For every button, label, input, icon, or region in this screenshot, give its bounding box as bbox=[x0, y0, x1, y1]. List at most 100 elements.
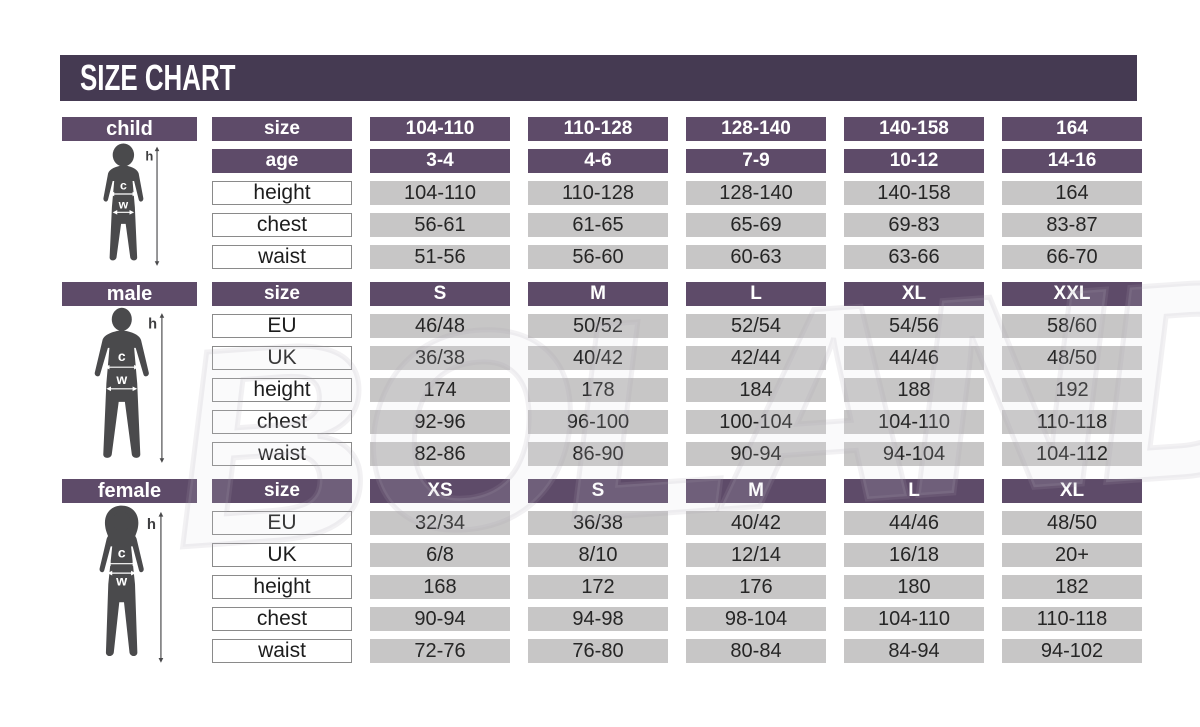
cell-male-size-1: M bbox=[528, 282, 668, 306]
cell-male-height-0: 174 bbox=[370, 378, 510, 402]
cell-child-chest-0: 56-61 bbox=[370, 213, 510, 237]
cell-female-height-1: 172 bbox=[528, 575, 668, 599]
cell-male-chest-4: 110-118 bbox=[1002, 410, 1142, 434]
cell-male-UK-0: 36/38 bbox=[370, 346, 510, 370]
cell-male-size-3: XL bbox=[844, 282, 984, 306]
row-label-child-height: height bbox=[212, 181, 352, 205]
cell-female-UK-0: 6/8 bbox=[370, 543, 510, 567]
row-label-male-EU: EU bbox=[212, 314, 352, 338]
male-waist-label: w bbox=[115, 371, 127, 387]
row-label-male-chest: chest bbox=[212, 410, 352, 434]
cell-male-EU-0: 46/48 bbox=[370, 314, 510, 338]
cell-female-EU-3: 44/46 bbox=[844, 511, 984, 535]
cell-child-waist-3: 63-66 bbox=[844, 245, 984, 269]
cell-male-chest-2: 100-104 bbox=[686, 410, 826, 434]
cell-male-waist-2: 90-94 bbox=[686, 442, 826, 466]
cell-female-size-1: S bbox=[528, 479, 668, 503]
cell-male-EU-1: 50/52 bbox=[528, 314, 668, 338]
child-height-label: h bbox=[145, 148, 153, 163]
cell-child-age-4: 14-16 bbox=[1002, 149, 1142, 173]
cell-male-size-2: L bbox=[686, 282, 826, 306]
cell-female-UK-4: 20+ bbox=[1002, 543, 1142, 567]
title-bar: SIZE CHART bbox=[60, 55, 1137, 101]
row-label-female-height: height bbox=[212, 575, 352, 599]
cell-male-size-0: S bbox=[370, 282, 510, 306]
row-label-female-size: size bbox=[212, 479, 352, 503]
cell-child-age-2: 7-9 bbox=[686, 149, 826, 173]
cell-male-UK-3: 44/46 bbox=[844, 346, 984, 370]
row-label-child-chest: chest bbox=[212, 213, 352, 237]
row-label-male-waist: waist bbox=[212, 442, 352, 466]
cell-female-chest-1: 94-98 bbox=[528, 607, 668, 631]
cell-male-chest-3: 104-110 bbox=[844, 410, 984, 434]
cell-female-size-3: L bbox=[844, 479, 984, 503]
cell-male-EU-3: 54/56 bbox=[844, 314, 984, 338]
cell-male-UK-4: 48/50 bbox=[1002, 346, 1142, 370]
cell-child-height-3: 140-158 bbox=[844, 181, 984, 205]
cell-male-waist-4: 104-112 bbox=[1002, 442, 1142, 466]
cell-child-waist-2: 60-63 bbox=[686, 245, 826, 269]
cell-female-chest-4: 110-118 bbox=[1002, 607, 1142, 631]
row-label-female-waist: waist bbox=[212, 639, 352, 663]
cell-male-chest-1: 96-100 bbox=[528, 410, 668, 434]
cell-male-height-3: 188 bbox=[844, 378, 984, 402]
cell-child-waist-1: 56-60 bbox=[528, 245, 668, 269]
female-chest-label: c bbox=[118, 544, 126, 560]
cell-child-chest-4: 83-87 bbox=[1002, 213, 1142, 237]
cell-female-chest-3: 104-110 bbox=[844, 607, 984, 631]
cell-male-chest-0: 92-96 bbox=[370, 410, 510, 434]
cell-male-waist-1: 86-90 bbox=[528, 442, 668, 466]
cell-female-waist-4: 94-102 bbox=[1002, 639, 1142, 663]
cell-male-EU-4: 58/60 bbox=[1002, 314, 1142, 338]
cell-child-size-3: 140-158 bbox=[844, 117, 984, 141]
section-label-female: female bbox=[62, 479, 197, 503]
row-label-male-height: height bbox=[212, 378, 352, 402]
cell-female-UK-3: 16/18 bbox=[844, 543, 984, 567]
child-rows: size 104-110 110-128 128-140 140-158 164 age 3-… bbox=[212, 117, 1142, 272]
cell-male-height-1: 178 bbox=[528, 378, 668, 402]
row-label-child-size: size bbox=[212, 117, 352, 141]
male-rows: size S M L XL XXL EU 46/48 50/52 52/54 54/56 58/60 U… bbox=[212, 282, 1142, 469]
cell-child-height-4: 164 bbox=[1002, 181, 1142, 205]
cell-child-chest-1: 61-65 bbox=[528, 213, 668, 237]
cell-child-height-0: 104-110 bbox=[370, 181, 510, 205]
female-waist-label: w bbox=[115, 573, 128, 589]
cell-child-chest-2: 65-69 bbox=[686, 213, 826, 237]
cell-child-chest-3: 69-83 bbox=[844, 213, 984, 237]
cell-child-size-1: 110-128 bbox=[528, 117, 668, 141]
size-chart-table: child h c w bbox=[62, 117, 1142, 679]
row-label-female-chest: chest bbox=[212, 607, 352, 631]
cell-female-EU-1: 36/38 bbox=[528, 511, 668, 535]
cell-female-waist-3: 84-94 bbox=[844, 639, 984, 663]
cell-child-size-4: 164 bbox=[1002, 117, 1142, 141]
page-title: SIZE CHART bbox=[80, 57, 236, 98]
cell-female-EU-0: 32/34 bbox=[370, 511, 510, 535]
cell-female-waist-1: 76-80 bbox=[528, 639, 668, 663]
cell-female-height-4: 182 bbox=[1002, 575, 1142, 599]
cell-male-height-2: 184 bbox=[686, 378, 826, 402]
cell-female-chest-0: 90-94 bbox=[370, 607, 510, 631]
cell-female-size-0: XS bbox=[370, 479, 510, 503]
cell-male-UK-1: 40/42 bbox=[528, 346, 668, 370]
female-silhouette-icon: h c w bbox=[99, 505, 164, 663]
cell-female-waist-2: 80-84 bbox=[686, 639, 826, 663]
child-waist-label: w bbox=[118, 198, 129, 212]
cell-male-size-4: XXL bbox=[1002, 282, 1142, 306]
female-height-label: h bbox=[147, 516, 156, 533]
cell-male-waist-0: 82-86 bbox=[370, 442, 510, 466]
cell-child-waist-0: 51-56 bbox=[370, 245, 510, 269]
cell-female-UK-1: 8/10 bbox=[528, 543, 668, 567]
child-silhouette-icon: h c w bbox=[103, 143, 160, 266]
cell-child-age-1: 4-6 bbox=[528, 149, 668, 173]
row-label-male-size: size bbox=[212, 282, 352, 306]
row-label-male-UK: UK bbox=[212, 346, 352, 370]
child-figure-column: child h c w bbox=[62, 117, 197, 272]
female-rows: size XS S M L XL EU 32/34 36/38 40/42 44/46 48/50 UK… bbox=[212, 479, 1142, 669]
cell-child-waist-4: 66-70 bbox=[1002, 245, 1142, 269]
male-figure-column: male h c w bbox=[62, 282, 197, 469]
cell-female-UK-2: 12/14 bbox=[686, 543, 826, 567]
cell-male-EU-2: 52/54 bbox=[686, 314, 826, 338]
cell-female-height-3: 180 bbox=[844, 575, 984, 599]
cell-male-UK-2: 42/44 bbox=[686, 346, 826, 370]
